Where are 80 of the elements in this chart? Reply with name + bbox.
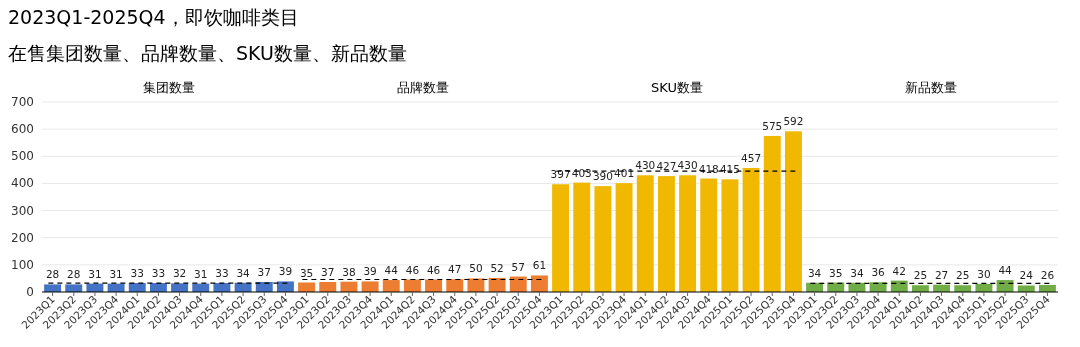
chart-subtitle: 在售集团数量、品牌数量、SKU数量、新品数量 — [8, 42, 407, 64]
data-label: 28 — [67, 268, 81, 281]
y-tick-label: 700 — [11, 95, 34, 109]
data-label: 575 — [762, 119, 783, 132]
bar — [319, 281, 337, 292]
y-tick-label: 600 — [11, 122, 34, 137]
data-label: 39 — [278, 265, 293, 278]
data-label: 46 — [426, 263, 441, 276]
data-label: 44 — [384, 264, 399, 277]
bar — [361, 281, 379, 292]
y-tick-label: 400 — [11, 176, 34, 191]
data-label: 25 — [956, 269, 970, 282]
data-label: 34 — [850, 266, 864, 279]
bar — [784, 131, 802, 292]
data-label: 430 — [677, 159, 698, 172]
data-label: 37 — [321, 265, 335, 278]
x-axis-title: 品牌数量 — [397, 80, 449, 95]
bar — [679, 175, 697, 292]
y-tick-label: 100 — [11, 257, 34, 272]
data-label: 33 — [151, 267, 166, 280]
data-label: 36 — [871, 266, 886, 279]
y-tick-label: 200 — [11, 230, 34, 245]
data-label: 415 — [719, 163, 740, 176]
bar — [446, 279, 464, 292]
y-tick-label: 0 — [26, 285, 34, 299]
x-axis-title: 集团数量 — [143, 80, 195, 95]
data-label: 430 — [635, 159, 656, 172]
data-label: 38 — [342, 265, 356, 278]
data-label: 28 — [45, 268, 60, 281]
data-label: 37 — [257, 265, 271, 278]
x-axis-title: SKU数量 — [651, 80, 703, 95]
data-label: 33 — [130, 267, 144, 280]
bar — [467, 278, 485, 292]
data-label: 418 — [698, 162, 719, 175]
data-label: 27 — [934, 268, 949, 281]
data-label: 25 — [913, 269, 928, 282]
data-label: 50 — [469, 262, 483, 275]
data-label: 24 — [1019, 269, 1034, 282]
data-label: 35 — [299, 266, 314, 279]
bar — [615, 183, 633, 292]
y-tick-label: 300 — [11, 203, 34, 218]
bar — [594, 186, 612, 292]
bar — [530, 275, 548, 292]
data-label: 44 — [998, 264, 1013, 277]
data-label: 39 — [363, 265, 377, 278]
bar — [763, 135, 781, 292]
data-label: 34 — [236, 266, 251, 279]
bar — [657, 176, 675, 292]
y-tick-label: 500 — [11, 149, 34, 164]
data-label: 401 — [614, 167, 635, 180]
data-label: 30 — [977, 267, 991, 280]
data-label: 61 — [532, 259, 547, 272]
data-label: 592 — [783, 115, 804, 128]
data-label: 46 — [405, 263, 420, 276]
data-label: 34 — [807, 266, 822, 279]
chart-title: 2023Q1-2025Q4，即饮咖啡类目 — [8, 6, 299, 28]
data-label: 42 — [892, 264, 906, 277]
bar — [382, 280, 400, 292]
data-label: 31 — [109, 267, 123, 280]
data-label: 403 — [571, 166, 592, 179]
data-label: 47 — [448, 263, 462, 276]
bar — [742, 167, 760, 292]
x-axis-title: 新品数量 — [905, 80, 957, 95]
bar — [636, 175, 654, 292]
data-label: 427 — [656, 160, 677, 173]
data-label: 31 — [194, 267, 208, 280]
data-label: 31 — [88, 267, 102, 280]
bar — [721, 179, 739, 292]
data-label: 35 — [829, 266, 843, 279]
data-label: 32 — [172, 267, 187, 280]
data-label: 52 — [490, 261, 504, 274]
bar — [573, 182, 591, 292]
data-label: 33 — [215, 267, 229, 280]
data-label: 390 — [592, 170, 613, 183]
bar — [700, 178, 718, 292]
bar — [552, 184, 570, 292]
data-label: 26 — [1040, 268, 1055, 281]
data-label: 457 — [741, 151, 762, 164]
data-label: 397 — [550, 168, 571, 181]
data-label: 57 — [511, 260, 525, 273]
